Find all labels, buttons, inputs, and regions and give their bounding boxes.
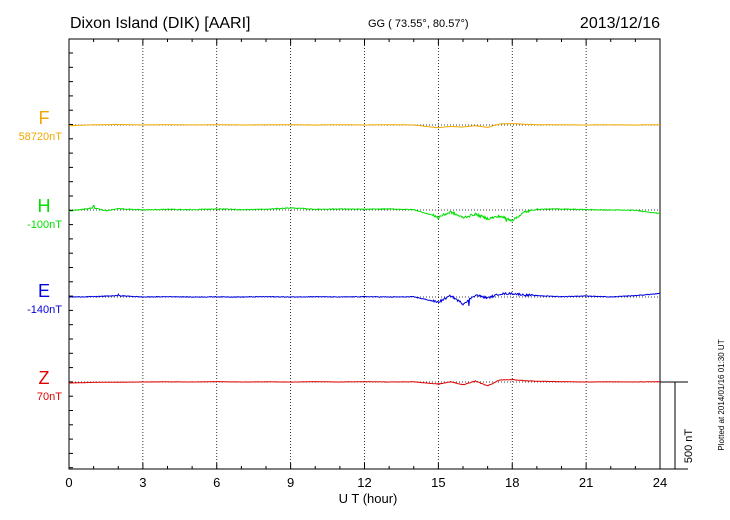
series-F-line <box>68 122 661 129</box>
series-Z-line <box>68 378 661 387</box>
x-tick-label-3: 3 <box>139 475 146 490</box>
vertical-gridlines <box>142 39 587 469</box>
plotted-at-note: Plotted at 2014/01/16 01:30 UT <box>717 339 726 450</box>
x-axis-label: U T (hour) <box>339 491 398 506</box>
baseline-value-Z: 70nT <box>37 391 62 403</box>
x-tick-label-6: 6 <box>213 475 220 490</box>
series-E-line <box>68 291 660 307</box>
baseline-value-E: -140nT <box>27 304 62 316</box>
series-H-line <box>68 205 661 222</box>
x-tick-label-18: 18 <box>505 475 519 490</box>
component-label-H: H <box>38 196 51 216</box>
x-tick-label-24: 24 <box>653 475 667 490</box>
component-baselines <box>69 124 660 383</box>
component-traces <box>68 122 661 387</box>
scale-bar-label: 500 nT <box>683 429 695 464</box>
x-tick-label-15: 15 <box>431 475 445 490</box>
x-tick-label-9: 9 <box>287 475 294 490</box>
component-label-E: E <box>38 281 50 301</box>
x-tick-label-0: 0 <box>65 475 72 490</box>
baseline-value-H: -100nT <box>27 219 62 231</box>
component-labels: F 58720nT H -100nT E -140nT Z 70nT <box>19 108 63 403</box>
component-label-Z: Z <box>39 368 50 388</box>
x-tick-label-21: 21 <box>579 475 593 490</box>
station-title: Dixon Island (DIK) [AARI] <box>70 15 251 32</box>
scale-bar: 500 nT <box>660 381 695 470</box>
component-label-F: F <box>39 108 50 128</box>
x-axis-ticks: 0 3 6 9 12 15 18 21 24 <box>65 39 667 490</box>
chart-date: 2013/12/16 <box>580 15 660 32</box>
station-coordinates: GG ( 73.55°, 80.57°) <box>368 18 469 30</box>
x-tick-label-12: 12 <box>357 475 371 490</box>
plot-frame <box>68 38 661 470</box>
baseline-value-F: 58720nT <box>19 131 63 143</box>
